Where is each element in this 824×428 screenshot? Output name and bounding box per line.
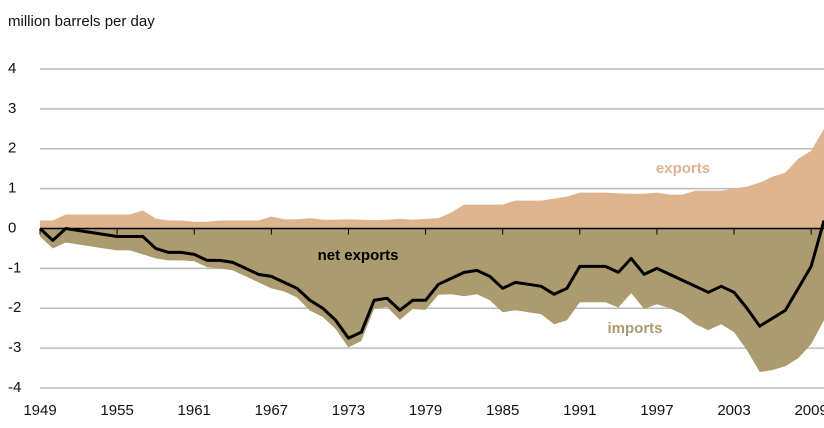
x-tick-label: 1991 <box>563 402 596 419</box>
y-tick-label: -1 <box>8 259 21 276</box>
x-tick-label: 1997 <box>640 402 673 419</box>
y-tick-label: 4 <box>8 60 16 77</box>
x-tick-label: 1949 <box>23 402 56 419</box>
series-label: exports <box>656 160 710 177</box>
line <box>38 220 824 340</box>
y-tick-label: 1 <box>8 180 16 197</box>
x-tick-label: 2003 <box>717 402 750 419</box>
y-tick-label: 2 <box>8 140 16 157</box>
x-tick-label: 1955 <box>100 402 133 419</box>
x-tick-label: 1961 <box>178 402 211 419</box>
y-tick-label: -3 <box>8 339 21 356</box>
x-tick-label: 2009 <box>794 402 824 419</box>
area <box>40 128 824 229</box>
x-tick-label: 1985 <box>486 402 519 419</box>
y-axis-label: million barrels per day <box>8 13 155 30</box>
y-tick-label: -4 <box>8 379 21 396</box>
y-tick-label: -2 <box>8 299 21 316</box>
x-tick-label: 1973 <box>332 402 365 419</box>
x-tick-label: 1967 <box>255 402 288 419</box>
series-label: net exports <box>318 247 399 264</box>
y-tick-label: 0 <box>8 219 16 236</box>
x-tick-label: 1979 <box>409 402 442 419</box>
series-label: imports <box>607 320 662 337</box>
y-tick-label: 3 <box>8 100 16 117</box>
